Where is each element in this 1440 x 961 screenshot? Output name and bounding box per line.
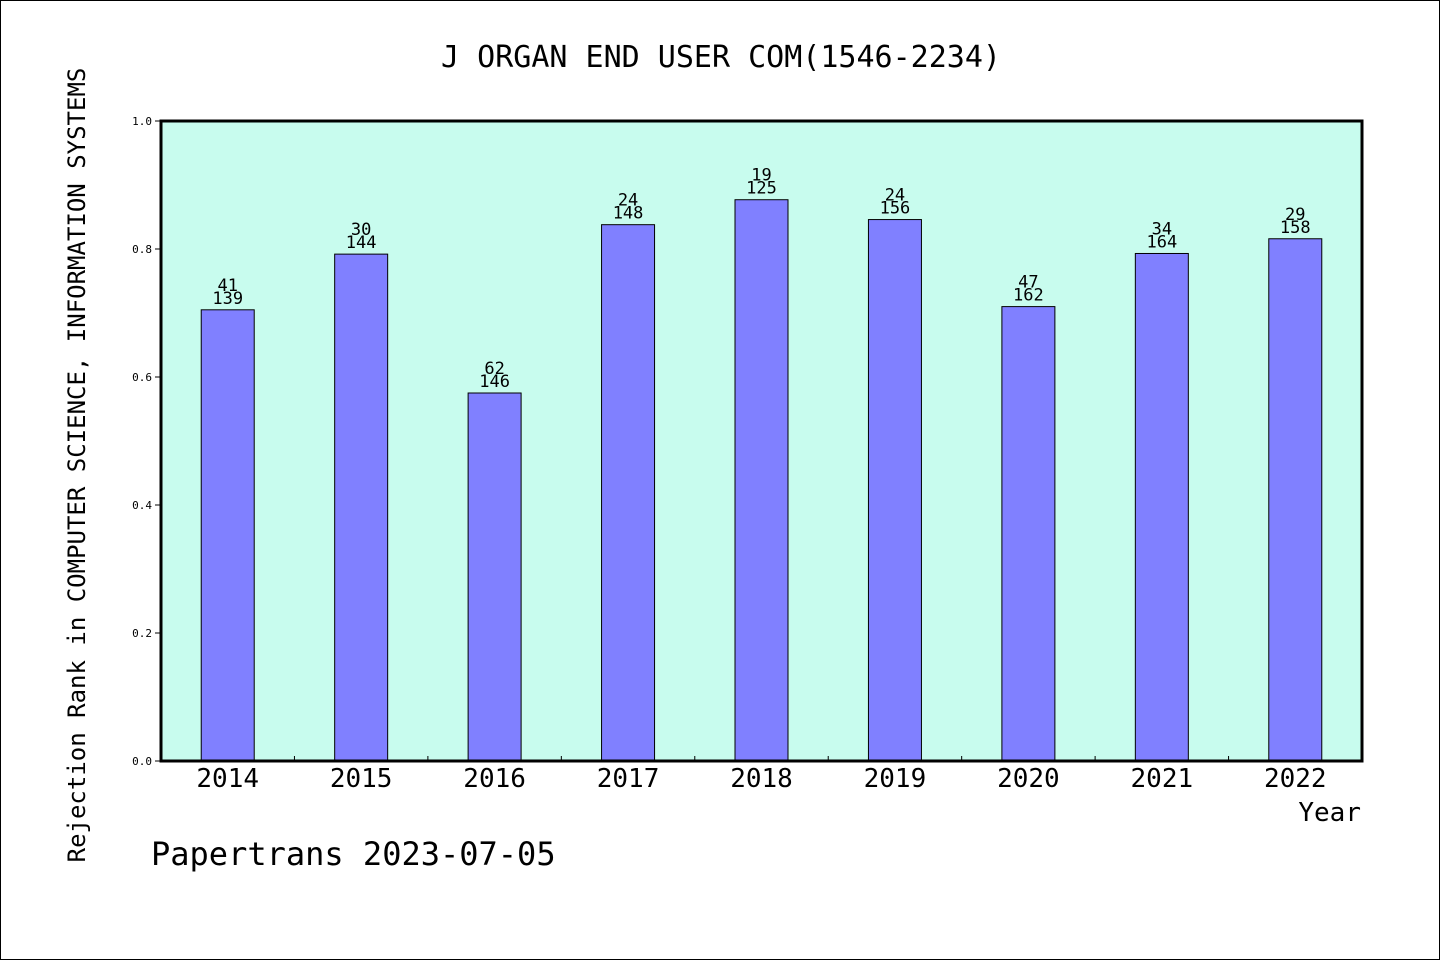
bar-total-label-2021: 164	[1146, 232, 1177, 252]
bar-2014	[200, 309, 255, 762]
y-tick-label-0.0: 0.0	[132, 755, 152, 768]
footer-watermark-text: Papertrans 2023-07-05	[151, 835, 556, 873]
bar-2016	[467, 392, 522, 762]
x-tick-label-2021: 2021	[1131, 764, 1194, 794]
bar-total-label-2022: 158	[1280, 218, 1311, 238]
x-tick-label-2015: 2015	[330, 764, 393, 794]
y-tick-label-0.8: 0.8	[132, 243, 152, 256]
bar-rank-label-2019: 24	[885, 186, 905, 206]
bar-rank-label-2014: 41	[217, 276, 237, 296]
bar-2022	[1268, 238, 1323, 762]
bar-rank-label-2022: 29	[1285, 205, 1305, 225]
bar-2020	[1001, 306, 1056, 762]
x-tick-label-2022: 2022	[1264, 764, 1327, 794]
bar-2017	[601, 224, 656, 762]
bar-rank-label-2016: 62	[484, 359, 504, 379]
x-tick-label-2014: 2014	[196, 764, 259, 794]
bar-rank-label-2018: 19	[751, 166, 771, 186]
x-axis-ticks: 2014 2015 2016 2017 2018 2019 2020 2021 2022	[196, 756, 1327, 794]
y-axis-label: Rejection Rank in COMPUTER SCIENCE, INFO…	[63, 68, 91, 863]
bar-total-label-2018: 125	[746, 179, 777, 199]
bars-layer	[200, 199, 1323, 762]
bar-total-label-2019: 156	[880, 199, 911, 219]
bar-total-label-2016: 146	[479, 372, 510, 392]
bar-rank-label-2017: 24	[618, 191, 638, 211]
y-tick-label-0.6: 0.6	[132, 371, 152, 384]
plot-border	[159, 119, 1364, 763]
y-axis-ticks: 0.0 0.2 0.4 0.6 0.8 1.0	[132, 115, 161, 768]
chart-title: J ORGAN END USER COM(1546-2234)	[441, 40, 1001, 75]
bar-rank-label-2020: 47	[1018, 273, 1038, 293]
x-axis-label: Year	[1298, 798, 1361, 828]
bar-total-label-2020: 162	[1013, 286, 1044, 306]
bar-total-label-2015: 144	[346, 233, 377, 253]
y-tick-label-0.2: 0.2	[132, 627, 152, 640]
x-tick-label-2018: 2018	[730, 764, 793, 794]
bar-2019	[867, 219, 922, 762]
bar-2021	[1134, 252, 1189, 762]
bar-total-label-2017: 148	[613, 204, 644, 224]
bar-total-label-2014: 139	[212, 289, 243, 309]
bar-rank-label-2021: 34	[1152, 219, 1172, 239]
bar-2018	[734, 199, 789, 762]
y-tick-label-1.0: 1.0	[132, 115, 152, 128]
y-tick-label-0.4: 0.4	[132, 499, 152, 512]
x-tick-label-2016: 2016	[463, 764, 526, 794]
x-tick-label-2019: 2019	[864, 764, 927, 794]
bar-2015	[334, 253, 389, 762]
x-tick-label-2017: 2017	[597, 764, 660, 794]
x-tick-label-2020: 2020	[997, 764, 1060, 794]
bar-rank-label-2015: 30	[351, 220, 371, 240]
